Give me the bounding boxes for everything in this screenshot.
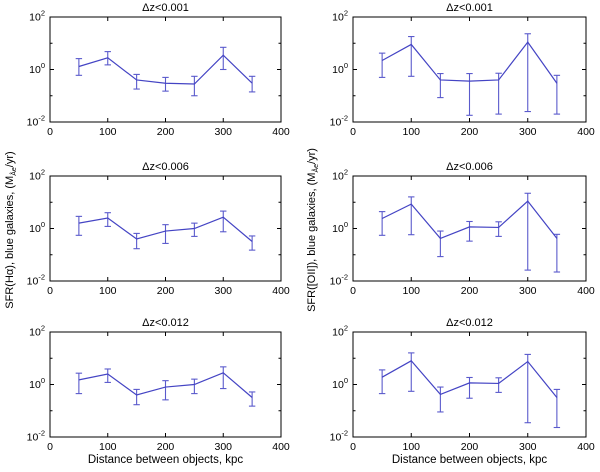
x-tick-label: 100 bbox=[402, 285, 420, 297]
x-tick-label: 0 bbox=[47, 441, 53, 453]
data-line bbox=[381, 200, 558, 240]
data-line bbox=[78, 54, 253, 85]
y-tick-label: 10-2 bbox=[27, 273, 45, 288]
x-axis-label-left: Distance between objects, kpc bbox=[87, 454, 244, 466]
panel-title-halpha-dz0012: Δz<0.012 bbox=[142, 317, 189, 329]
panel-title-halpha-dz0001: Δz<0.001 bbox=[142, 2, 189, 14]
y-tick-label: 102 bbox=[332, 168, 348, 183]
panel-title-oii-dz0001: Δz<0.001 bbox=[446, 2, 493, 14]
plot-halpha-dz0001: 0 100 200 300 400 102 100 10-2 bbox=[27, 9, 290, 139]
y-tick-label: 10-2 bbox=[330, 273, 348, 288]
x-tick-label: 100 bbox=[99, 126, 117, 138]
x-tick-label: 200 bbox=[157, 441, 175, 453]
x-tick-label: 200 bbox=[157, 285, 175, 297]
x-tick-label: 300 bbox=[214, 285, 232, 297]
x-tick-label: 0 bbox=[47, 126, 53, 138]
plot-halpha-dz0012: 0 100 200 300 400 102 100 10-2 bbox=[27, 324, 290, 454]
plot-oii-dz0001: 0 100 200 300 400 102 100 10-2 bbox=[330, 9, 595, 139]
plot-oii-dz0012: 0 100 200 300 400 102 100 10-2 bbox=[330, 324, 595, 454]
x-tick-label: 300 bbox=[519, 285, 537, 297]
y-tick-label: 10-2 bbox=[330, 114, 348, 129]
x-tick-label: 300 bbox=[519, 126, 537, 138]
data-line bbox=[78, 372, 253, 398]
x-tick-label: 100 bbox=[99, 441, 117, 453]
x-tick-label: 0 bbox=[350, 441, 356, 453]
panel-title-oii-dz0012: Δz<0.012 bbox=[446, 317, 493, 329]
x-tick-label: 100 bbox=[402, 441, 420, 453]
x-tick-label: 400 bbox=[272, 126, 290, 138]
data-line bbox=[381, 41, 558, 84]
x-axis-label-right: Distance between objects, kpc bbox=[391, 454, 548, 466]
y-tick-label: 102 bbox=[29, 168, 45, 183]
x-tick-label: 200 bbox=[461, 126, 479, 138]
x-tick-label: 200 bbox=[461, 285, 479, 297]
y-tick-label: 100 bbox=[332, 220, 348, 235]
y-tick-label: 102 bbox=[29, 324, 45, 339]
data-line bbox=[78, 216, 253, 242]
y-tick-label: 102 bbox=[332, 324, 348, 339]
x-tick-label: 300 bbox=[519, 441, 537, 453]
plot-box bbox=[49, 16, 282, 123]
data-line bbox=[381, 360, 558, 398]
x-tick-label: 400 bbox=[272, 441, 290, 453]
x-tick-label: 100 bbox=[402, 126, 420, 138]
y-tick-label: 102 bbox=[332, 9, 348, 24]
x-tick-label: 100 bbox=[99, 285, 117, 297]
y-tick-label: 10-2 bbox=[330, 429, 348, 444]
x-tick-label: 400 bbox=[577, 126, 595, 138]
x-tick-label: 300 bbox=[214, 126, 232, 138]
y-tick-label: 100 bbox=[29, 376, 45, 391]
panel-title-oii-dz0006: Δz<0.006 bbox=[446, 161, 493, 173]
x-tick-label: 400 bbox=[272, 285, 290, 297]
x-tick-label: 300 bbox=[214, 441, 232, 453]
x-tick-label: 400 bbox=[577, 441, 595, 453]
y-tick-label: 10-2 bbox=[27, 429, 45, 444]
y-tick-label: 102 bbox=[29, 9, 45, 24]
panel-title-halpha-dz0006: Δz<0.006 bbox=[142, 161, 189, 173]
y-tick-label: 10-2 bbox=[27, 114, 45, 129]
y-tick-label: 100 bbox=[332, 376, 348, 391]
x-tick-label: 0 bbox=[350, 285, 356, 297]
y-tick-label: 100 bbox=[29, 220, 45, 235]
x-tick-label: 0 bbox=[350, 126, 356, 138]
x-tick-label: 0 bbox=[47, 285, 53, 297]
plot-halpha-dz0006: 0 100 200 300 400 102 100 10-2 bbox=[27, 168, 290, 298]
x-tick-label: 400 bbox=[577, 285, 595, 297]
y-tick-label: 100 bbox=[29, 61, 45, 76]
x-tick-label: 200 bbox=[461, 441, 479, 453]
x-tick-label: 200 bbox=[157, 126, 175, 138]
plot-oii-dz0006: 0 100 200 300 400 102 100 10-2 bbox=[330, 168, 595, 298]
y-tick-label: 100 bbox=[332, 61, 348, 76]
